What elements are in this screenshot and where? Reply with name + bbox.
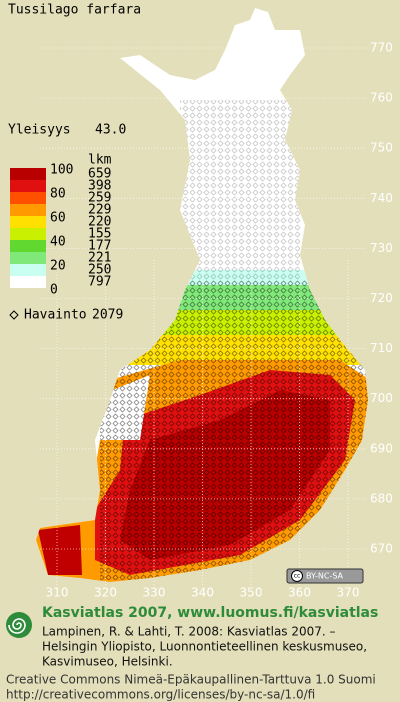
coordinate-grid: 770 760 750 740 730 720 710 700 690 680 670 310 320 3… — [40, 41, 393, 600]
legend-swatch — [10, 240, 46, 252]
legend-swatch — [10, 264, 46, 276]
legend-count: 229 — [88, 203, 111, 218]
x-coordinate-label: 350 — [240, 586, 263, 600]
legend-count: 659 — [88, 167, 111, 182]
y-coordinate-label: 690 — [370, 441, 393, 455]
legend-count: 398 — [88, 179, 111, 194]
legend-swatch — [10, 180, 46, 192]
legend-swatch — [10, 204, 46, 216]
site-heading: Kasviatlas 2007, www.luomus.fi/kasviatla… — [42, 605, 378, 621]
y-coordinate-label: 740 — [370, 191, 393, 205]
legend-count: 797 — [88, 275, 111, 290]
license-line: http://creativecommons.org/licenses/by-n… — [6, 688, 315, 702]
legend-count: 177 — [88, 239, 111, 254]
legend-scale-label: 40 — [50, 235, 66, 250]
legend-swatch — [10, 192, 46, 204]
observation-count: 2079 — [92, 308, 123, 323]
species-title: Tussilago farfara — [8, 3, 141, 18]
badge-text: BY-NC-SA — [306, 572, 344, 581]
legend-swatch — [10, 252, 46, 264]
observation-symbol — [9, 310, 19, 320]
legend-swatch — [10, 276, 46, 288]
legend-swatch — [10, 216, 46, 228]
citation-line: Lampinen, R. & Lahti, T. 2008: Kasviatla… — [42, 625, 336, 639]
legend-scale-label: 20 — [50, 259, 66, 274]
y-coordinate-label: 720 — [370, 291, 393, 305]
y-coordinate-label: 670 — [370, 542, 393, 556]
x-coordinate-label: 310 — [46, 586, 69, 600]
count-header: lkm — [88, 153, 112, 168]
legend-scale-label: 80 — [50, 187, 66, 202]
x-coordinate-label: 370 — [337, 586, 360, 600]
y-coordinate-label: 750 — [370, 141, 393, 155]
y-coordinate-label: 760 — [370, 91, 393, 105]
legend-scale-label: 100 — [50, 163, 73, 178]
citation-line: Kasvimuseo, Helsinki. — [42, 655, 173, 669]
license-badge: cc BY-NC-SA — [286, 568, 364, 584]
legend-count: 259 — [88, 191, 111, 206]
logo — [6, 612, 32, 638]
legend-count: 155 — [88, 227, 111, 242]
x-coordinate-label: 340 — [191, 586, 214, 600]
frequency-value: 43.0 — [95, 123, 126, 138]
legend-scale-label: 60 — [50, 211, 66, 226]
legend-count: 250 — [88, 263, 111, 278]
y-coordinate-label: 700 — [370, 391, 393, 405]
y-coordinate-label: 730 — [370, 241, 393, 255]
legend-count: 220 — [88, 215, 111, 230]
legend-swatch — [10, 168, 46, 180]
legend-scale-label: 0 — [50, 283, 58, 298]
citation-line: Helsingin Yliopisto, Luonnontieteellinen… — [42, 640, 367, 654]
observation-label: Havainto — [24, 308, 87, 323]
x-coordinate-label: 330 — [143, 586, 166, 600]
license-line: Creative Commons Nimeä-Epäkaupallinen-Ta… — [6, 673, 376, 687]
badge-text: cc — [294, 573, 301, 580]
y-coordinate-label: 680 — [370, 491, 393, 505]
legend-count: 221 — [88, 251, 111, 266]
y-coordinate-label: 710 — [370, 341, 393, 355]
legend-swatch — [10, 228, 46, 240]
y-coordinate-label: 770 — [370, 41, 393, 55]
frequency-label: Yleisyys — [8, 123, 71, 138]
x-coordinate-label: 360 — [288, 586, 311, 600]
x-coordinate-label: 320 — [94, 586, 117, 600]
